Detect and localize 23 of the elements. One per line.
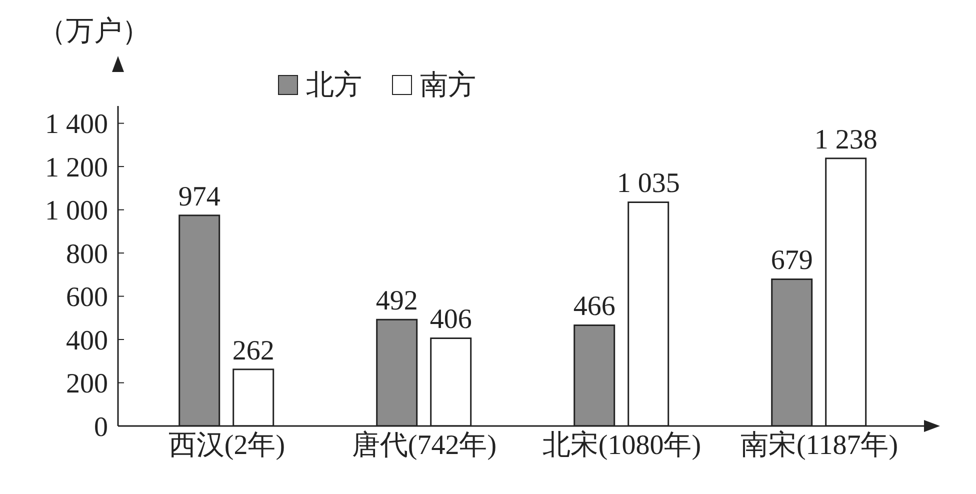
data-label: 974: [178, 181, 220, 212]
y-tick-label: 1 400: [45, 109, 108, 140]
data-label: 262: [232, 335, 274, 366]
y-tick-label: 1 000: [45, 196, 108, 227]
y-tick-label: 400: [66, 325, 108, 356]
y-tick-label: 1 200: [45, 152, 108, 184]
data-label: 679: [770, 245, 813, 276]
x-tick-label: 南宋(1187年): [740, 430, 898, 461]
data-label: 1 238: [814, 124, 878, 156]
legend-label: 南方: [419, 69, 476, 103]
y-tick-label: 0: [94, 412, 108, 443]
data-label: 406: [430, 304, 472, 336]
y-tick-label: 600: [66, 282, 108, 314]
legend-label: 北方: [305, 69, 362, 103]
x-tick-label: 唐代(742年): [352, 430, 497, 461]
y-tick-label: 800: [66, 238, 108, 270]
data-label: 466: [573, 291, 616, 322]
x-tick-label: 北宋(1080年): [542, 430, 702, 461]
data-label: 492: [376, 286, 418, 317]
y-tick-label: 200: [66, 368, 108, 400]
data-label: 1 035: [616, 168, 680, 200]
x-tick-label: 西汉(2年): [168, 430, 286, 461]
y-axis-title: （万户）: [38, 15, 150, 49]
